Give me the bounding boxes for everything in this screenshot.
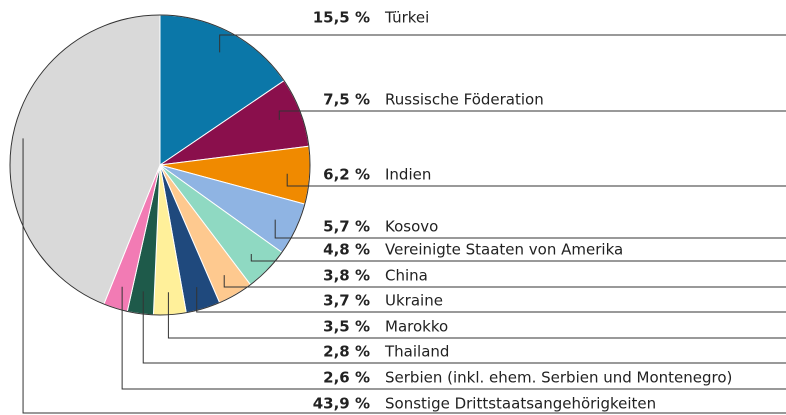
category-label: Thailand (384, 343, 449, 361)
leader-line (121, 286, 786, 390)
value-label: 2,8 % (323, 343, 370, 361)
pie-outline (9, 14, 311, 316)
leader-line (250, 254, 786, 262)
leader-line (219, 34, 786, 53)
value-label: 15,5 % (313, 9, 370, 27)
category-label: Serbien (inkl. ehem. Serbien und Montene… (385, 369, 732, 387)
value-label: 7,5 % (323, 91, 370, 109)
category-label: Türkei (384, 9, 429, 27)
value-label: 3,5 % (323, 318, 370, 336)
leader-line (286, 173, 786, 187)
category-label: Vereinigte Staaten von Amerika (385, 241, 623, 259)
leader-line (223, 275, 786, 288)
category-label: Marokko (385, 318, 448, 336)
leader-line (278, 110, 786, 120)
category-label: Kosovo (385, 218, 438, 236)
category-label: Indien (385, 166, 431, 184)
category-label: China (385, 267, 428, 285)
value-label: 4,8 % (323, 241, 370, 259)
value-label: 2,6 % (323, 369, 370, 387)
value-label: 5,7 % (323, 218, 370, 236)
leader-line (22, 138, 786, 414)
category-label: Russische Föderation (385, 91, 544, 109)
value-label: 6,2 % (323, 166, 370, 184)
leader-line (142, 291, 786, 364)
leader-line (274, 219, 786, 239)
category-label: Ukraine (385, 292, 443, 310)
leader-line (167, 292, 786, 339)
value-label: 3,8 % (323, 267, 370, 285)
value-label: 43,9 % (313, 395, 370, 413)
category-label: Sonstige Drittstaatsangehörigkeiten (385, 395, 656, 413)
leader-line (196, 287, 786, 313)
value-label: 3,7 % (323, 292, 370, 310)
